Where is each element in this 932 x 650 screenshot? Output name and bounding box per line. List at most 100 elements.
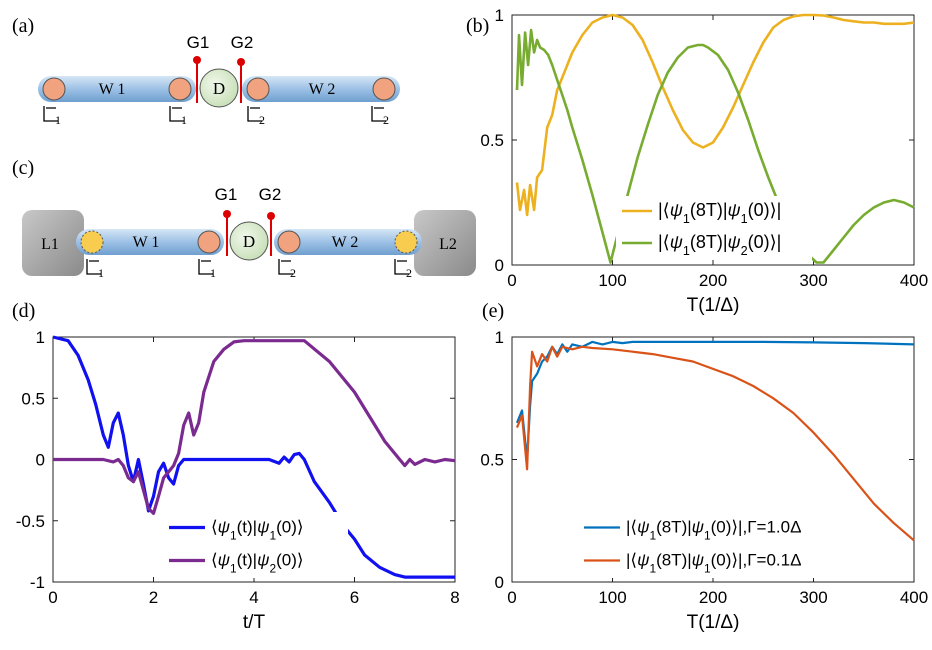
x-axis-label: t/T: [243, 612, 266, 633]
legend-text: (8T)|: [690, 200, 728, 220]
x-axis-label: T(1/Δ): [687, 612, 740, 633]
mzm-index: 1: [98, 266, 104, 280]
mzm-index: 1: [210, 266, 216, 280]
panel-a: (a) W 1 W 2 D G1 G2 1 1 2 2: [12, 15, 400, 127]
majorana-site-coupled: [80, 230, 104, 254]
chart-d: 0 2 4 6 8-1-0.500.51t/T⟨ψ1(t)|ψ1(0)⟩⟨ψ1(t)|ψ…: [16, 328, 460, 633]
legend-glyph: ψ: [670, 200, 683, 220]
legend-glyph: ψ: [728, 232, 741, 252]
legend-subscript: 2: [741, 244, 748, 258]
legend-subscript: 1: [704, 562, 711, 576]
gate-1-label: G1: [215, 185, 238, 204]
legend-text: |⟨: [626, 551, 637, 570]
x-tick-label: 300: [799, 271, 827, 290]
mzm-index: 1: [181, 113, 187, 127]
legend-label: |⟨ψ1(8T)|ψ2(0)⟩|: [658, 232, 781, 258]
lead-2: [414, 210, 476, 276]
series-line-2: [515, 28, 915, 264]
x-tick-label: 2: [149, 588, 158, 607]
legend-text: (8T)|: [656, 551, 692, 570]
majorana-site-coupled: [394, 230, 418, 254]
legend-box: [616, 196, 812, 260]
gate-2-tip: [237, 58, 245, 66]
quantum-dot-label: D: [243, 232, 255, 251]
lead-2-label: L2: [439, 236, 457, 253]
legend-text: ⟨: [211, 551, 218, 570]
y-tick-label: -0.5: [16, 512, 45, 531]
series-line-2: [515, 345, 915, 542]
wire-1: [76, 229, 224, 255]
wire-2: [274, 229, 422, 255]
legend-text: (0)⟩|,Γ=0.1Δ: [711, 551, 802, 570]
y-tick-label: 0: [495, 256, 504, 275]
wire-2-label: W 2: [309, 81, 336, 98]
mzm-index: 2: [259, 113, 265, 127]
legend-label: |⟨ψ1(8T)|ψ1(0)⟩|: [658, 200, 781, 226]
wire-1-label: W 1: [99, 81, 126, 98]
legend-text: (0)⟩: [276, 551, 303, 570]
gate-2-label: G2: [259, 185, 282, 204]
legend-subscript: 1: [704, 529, 711, 543]
mzm-index: 2: [406, 266, 412, 280]
legend-text: |⟨: [658, 200, 670, 220]
y-tick-label: 0: [495, 573, 504, 592]
legend-text: (0)⟩|,Γ=1.0Δ: [711, 518, 802, 537]
x-tick-label: 0: [507, 271, 516, 290]
legend-text: (t)|: [237, 551, 257, 570]
panel-c-label: (c): [12, 157, 34, 179]
wire-1: [38, 76, 196, 102]
x-tick-label: 0: [507, 588, 516, 607]
wire-2-label: W 2: [332, 234, 359, 251]
series-line-2: [53, 339, 456, 515]
legend-subscript: 1: [230, 562, 237, 576]
y-tick-label: -1: [30, 573, 45, 592]
gate-1-tip: [223, 210, 231, 218]
quantum-dot: [199, 68, 239, 108]
lead-1: [22, 210, 84, 276]
y-tick-label: 0.5: [480, 131, 504, 150]
series-line-1: [515, 13, 915, 217]
majorana-site: [42, 77, 66, 101]
y-tick-label: 1: [495, 328, 504, 347]
lead-1-label: L1: [41, 236, 59, 253]
y-tick-label: 1: [36, 328, 45, 347]
legend-subscript: 1: [683, 212, 690, 226]
panel-e-label: (e): [482, 300, 504, 322]
mzm-index: 2: [383, 113, 389, 127]
quantum-dot-label: D: [213, 79, 225, 98]
x-tick-label: 8: [450, 588, 459, 607]
legend-subscript: 1: [230, 529, 237, 543]
x-tick-label: 6: [350, 588, 359, 607]
legend-glyph: ψ: [218, 551, 230, 570]
gate-2-tip: [267, 212, 275, 220]
x-tick-label: 200: [699, 588, 727, 607]
x-tick-label: 400: [900, 271, 928, 290]
legend-glyph: ψ: [257, 518, 269, 537]
legend-label: |⟨ψ1(8T)|ψ1(0)⟩|,Γ=1.0Δ: [626, 518, 801, 543]
x-tick-label: 400: [900, 588, 928, 607]
series-line-1: [515, 340, 915, 461]
legend-text: (8T)|: [690, 232, 728, 252]
x-tick-label: 300: [799, 588, 827, 607]
mzm-symbols: [86, 259, 409, 275]
legend-subscript: 1: [683, 244, 690, 258]
legend-label: ⟨ψ1(t)|ψ1(0)⟩: [211, 518, 304, 543]
panel-a-label: (a): [12, 15, 34, 37]
legend-text: (0)⟩|: [748, 232, 782, 252]
x-axis-label: T(1/Δ): [687, 295, 740, 316]
legend-glyph: ψ: [692, 551, 704, 570]
majorana-site: [372, 77, 396, 101]
y-tick-label: 1: [495, 6, 504, 25]
legend-subscript: 2: [269, 562, 276, 576]
legend-text: |⟨: [626, 518, 637, 537]
legend-text: (8T)|: [656, 518, 692, 537]
gate-2-label: G2: [231, 33, 254, 52]
panel-b-label: (b): [466, 15, 489, 37]
y-tick-label: 0: [36, 451, 45, 470]
legend-glyph: ψ: [670, 232, 683, 252]
panel-c: (c) L1 L2 W 1 W 2 D G1 G2 1 1 2 2: [12, 157, 476, 280]
mzm-index: 2: [290, 266, 296, 280]
legend-glyph: ψ: [692, 518, 704, 537]
legend-subscript: 1: [649, 529, 656, 543]
